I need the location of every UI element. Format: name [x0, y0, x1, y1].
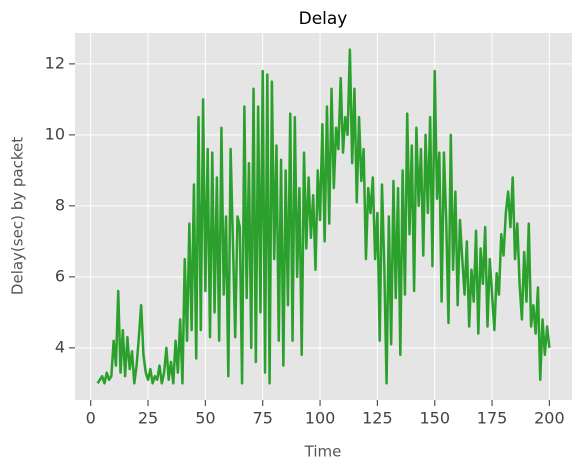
x-tick-label: 25	[138, 409, 158, 428]
y-tick-label: 4	[55, 337, 65, 356]
y-tick-label: 12	[45, 53, 65, 72]
y-tick-label: 10	[45, 124, 65, 143]
chart-title: Delay	[299, 9, 348, 29]
x-tick-label: 175	[477, 409, 508, 428]
x-axis-label: Time	[304, 443, 342, 461]
x-tick-label: 100	[305, 409, 336, 428]
y-tick-label: 8	[55, 195, 65, 214]
x-tick-label: 75	[253, 409, 273, 428]
x-tick-label: 200	[534, 409, 565, 428]
data-line	[96, 48, 551, 385]
y-tick-label: 6	[55, 266, 65, 285]
x-tick-label: 150	[419, 409, 450, 428]
x-tick-label: 50	[195, 409, 215, 428]
x-tick-label: 125	[362, 409, 393, 428]
x-tick-label: 0	[86, 409, 96, 428]
y-axis-label: Delay(sec) by packet	[9, 137, 27, 295]
